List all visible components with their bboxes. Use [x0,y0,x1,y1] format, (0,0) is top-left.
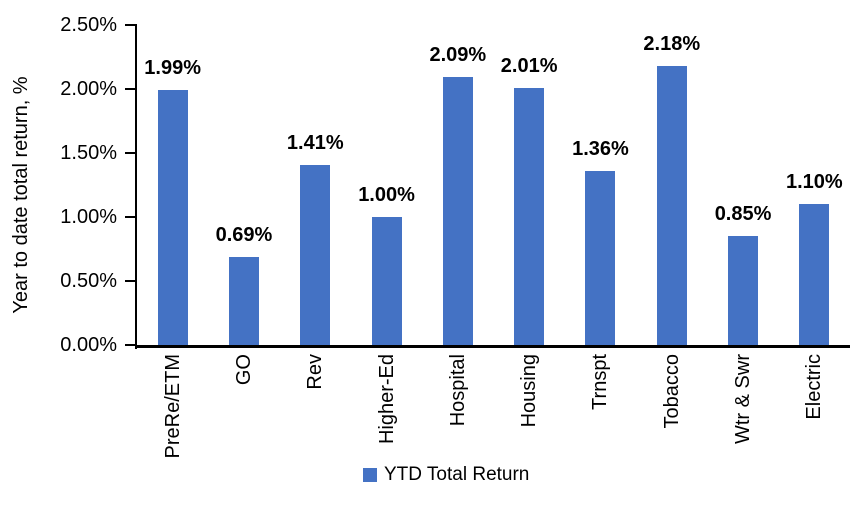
y-axis-tick-mark [125,88,135,90]
bar-value-label: 2.18% [643,32,701,55]
bar-prere-etm [157,90,188,345]
bar-value-label: 0.85% [714,203,772,226]
x-axis-category-label: Tobacco [660,354,683,429]
bar-value-label: 1.36% [572,137,629,160]
x-axis-category-label: Trnspt [589,354,612,410]
y-axis-tick-mark [125,24,135,26]
bar-tobacco [656,65,687,345]
x-axis-category-label: Housing [518,354,541,428]
y-axis-tick-label: 1.50% [60,142,117,164]
y-axis-tick-mark [125,344,135,346]
x-axis-category-label: Hospital [446,354,469,427]
bar-value-label: 1.10% [785,171,843,194]
bar-trnspt [585,170,616,345]
bar-electric [799,204,830,345]
y-axis-title: Year to date total return, % [10,76,32,314]
legend-label: YTD Total Return [384,464,530,485]
legend-marker-swatch [363,468,377,482]
x-axis-category-label: Rev [304,354,327,390]
y-axis-tick-mark [125,280,135,282]
x-axis-category-label: Wtr & Swr [732,354,755,444]
bar-value-label: 0.69% [215,223,273,246]
y-axis-tick-mark [125,216,135,218]
y-axis-tick-label: 1.00% [60,206,117,228]
bar-value-label: 1.41% [286,131,344,154]
bar-value-label: 1.00% [358,184,415,206]
bar-value-label: 2.09% [429,44,487,67]
bar-higher-ed [371,217,402,345]
bar-value-label: 2.01% [500,54,558,77]
bar-wtr-swr [728,236,759,345]
bar-housing [514,87,545,345]
y-axis-tick-label: 2.00% [60,78,117,100]
x-axis-category-label: Electric [803,354,826,420]
y-axis-tick-mark [125,152,135,154]
bar-value-label: 1.99% [144,57,201,80]
x-axis-category-label: Higher-Ed [375,354,398,445]
x-axis-category-label: GO [232,354,255,386]
bar-rev [300,164,331,345]
x-axis-line [135,345,850,348]
legend: YTD Total Return [363,464,529,486]
y-axis-tick-label: 2.50% [60,14,117,36]
y-axis-tick-label: 0.50% [60,270,117,292]
bar-go [228,256,259,345]
y-axis-tick-label: 0.00% [60,334,117,356]
y-axis-line [135,24,137,349]
bar-hospital [442,77,473,345]
x-axis-category-label: PreRe/ETM [161,354,184,459]
